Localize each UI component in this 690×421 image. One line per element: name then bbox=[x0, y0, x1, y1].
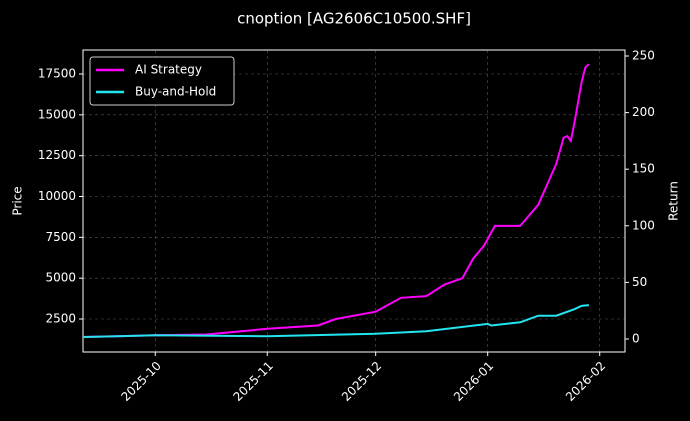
x-tick-label: 2025-12 bbox=[339, 359, 384, 404]
legend-label: Buy-and-Hold bbox=[135, 85, 216, 99]
y2-axis-label: Return bbox=[667, 181, 681, 221]
plot-frame bbox=[82, 49, 626, 353]
x-tick-label: 2026-01 bbox=[451, 359, 496, 404]
y2-tick-label: 150 bbox=[632, 162, 655, 176]
y-axis-label: Price bbox=[11, 186, 25, 215]
y2-tick-label: 0 bbox=[632, 331, 640, 345]
y-tick-label: 15000 bbox=[38, 107, 76, 121]
y-tick-label: 10000 bbox=[38, 189, 76, 203]
legend-label: AI Strategy bbox=[135, 63, 202, 77]
legend: AI Strategy Buy-and-Hold bbox=[89, 56, 235, 106]
y2-tick-label: 200 bbox=[632, 105, 655, 119]
y-tick-label: 5000 bbox=[45, 271, 76, 285]
x-tick-label: 2026-02 bbox=[563, 359, 608, 404]
y-tick-label: 7500 bbox=[45, 230, 76, 244]
series-line bbox=[82, 304, 590, 338]
y2-tick-label: 100 bbox=[632, 218, 655, 232]
y-tick-label: 17500 bbox=[38, 67, 76, 81]
x-tick-label: 2025-11 bbox=[231, 359, 276, 404]
y-tick-label: 12500 bbox=[38, 148, 76, 162]
chart-title: cnoption [AG2606C10500.SHF] bbox=[237, 10, 471, 28]
y-tick-label: 2500 bbox=[45, 312, 76, 326]
y2-tick-label: 50 bbox=[632, 275, 647, 289]
y2-tick-label: 250 bbox=[632, 48, 655, 62]
legend-box bbox=[89, 56, 235, 106]
x-tick-label: 2025-10 bbox=[119, 359, 164, 404]
series-line bbox=[82, 63, 590, 338]
